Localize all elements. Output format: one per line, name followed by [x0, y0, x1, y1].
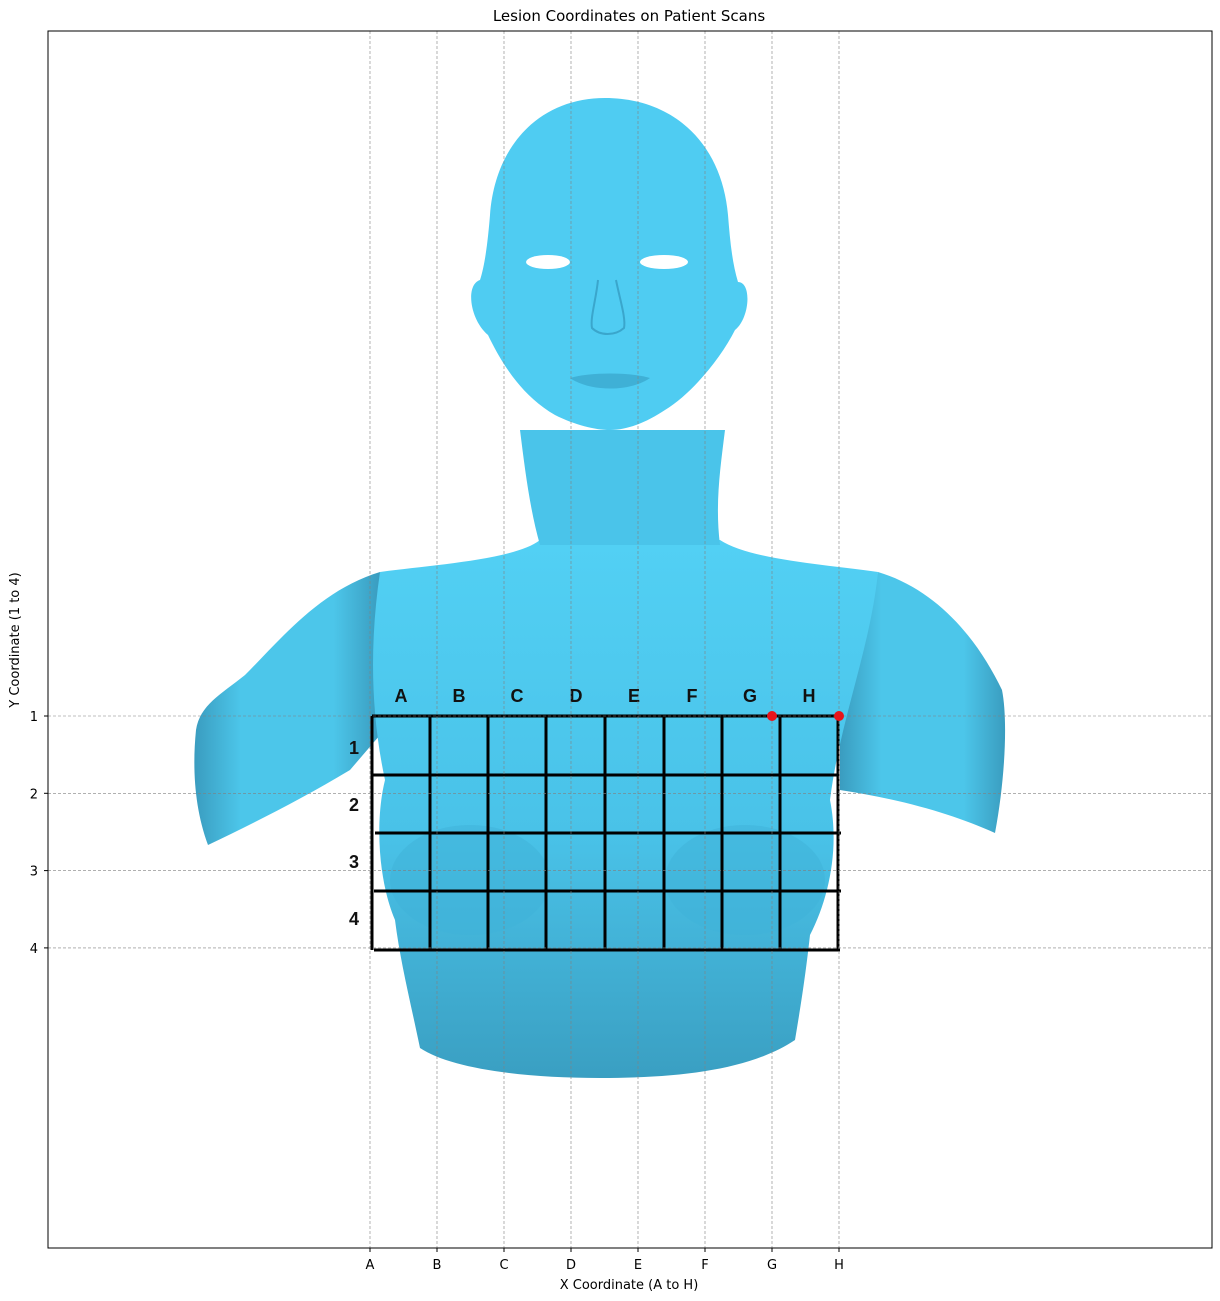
- image-column-label: C: [511, 686, 524, 706]
- y-tick-label: 3: [30, 865, 38, 880]
- image-column-label: E: [628, 686, 640, 706]
- image-row-label: 2: [349, 795, 359, 815]
- image-column-label: B: [453, 686, 466, 706]
- x-tick-label: H: [834, 1258, 844, 1273]
- x-tick-label: G: [767, 1258, 777, 1273]
- x-axis-label: X Coordinate (A to H): [560, 1278, 699, 1293]
- image-column-label: D: [570, 686, 583, 706]
- x-tick-label: C: [499, 1258, 508, 1273]
- lesion-point: [834, 711, 844, 721]
- overlay-grid: [370, 714, 841, 952]
- y-tick-label: 1: [30, 710, 38, 725]
- lesion-point: [767, 711, 777, 721]
- torso-image: A B C D E F G H 1 2 3 4: [194, 98, 1006, 1078]
- plot-frame: [47, 30, 1213, 1249]
- lesion-markers: [767, 711, 844, 721]
- gridlines: [48, 31, 1212, 1248]
- x-tick-label: A: [366, 1258, 375, 1273]
- image-column-label: F: [687, 686, 698, 706]
- y-tick-label: 2: [30, 787, 38, 802]
- y-axis-ticks: 1 2 3 4: [30, 710, 48, 957]
- x-tick-label: B: [433, 1258, 442, 1273]
- y-tick-label: 4: [30, 942, 38, 957]
- y-axis-label: Y Coordinate (1 to 4): [8, 572, 23, 708]
- image-row-labels: 1 2 3 4: [349, 738, 359, 929]
- image-column-labels: A B C D E F G H: [395, 686, 816, 706]
- x-tick-label: D: [566, 1258, 576, 1273]
- x-axis-ticks: A B C D E F G H: [366, 1248, 844, 1273]
- image-column-label: A: [395, 686, 408, 706]
- chart-title: Lesion Coordinates on Patient Scans: [493, 7, 765, 25]
- image-column-label: H: [803, 686, 816, 706]
- x-tick-label: E: [634, 1258, 642, 1273]
- x-tick-label: F: [701, 1258, 708, 1273]
- image-column-label: G: [743, 686, 757, 706]
- image-row-label: 1: [349, 738, 359, 758]
- image-row-label: 3: [349, 852, 359, 872]
- image-row-label: 4: [349, 909, 359, 929]
